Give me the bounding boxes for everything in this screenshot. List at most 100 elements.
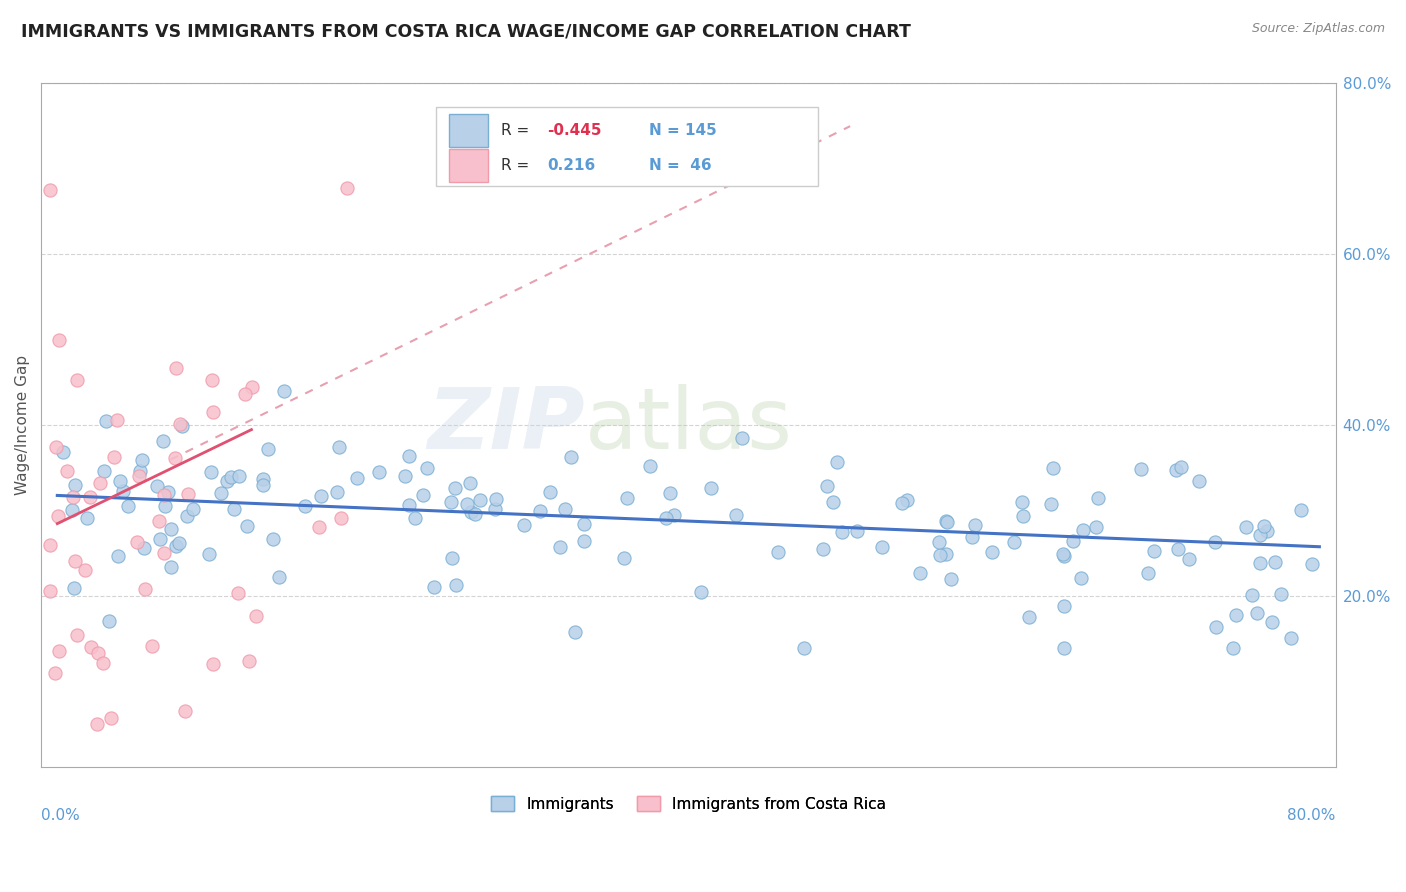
Point	[936, 516, 959, 530]
Point	[52, 445, 75, 459]
Point	[330, 511, 353, 525]
Point	[65, 554, 87, 568]
Point	[267, 570, 290, 584]
Point	[1164, 463, 1187, 477]
Point	[177, 486, 200, 500]
Point	[564, 624, 586, 639]
Point	[202, 405, 225, 419]
Point	[108, 474, 131, 488]
Text: 80.0%: 80.0%	[1286, 808, 1336, 823]
Point	[981, 545, 1004, 559]
Point	[1040, 497, 1063, 511]
Point	[226, 586, 249, 600]
Point	[155, 500, 177, 514]
Point	[103, 450, 125, 465]
Point	[572, 516, 595, 531]
Point	[398, 450, 420, 464]
Point	[159, 559, 181, 574]
Point	[89, 475, 111, 490]
Point	[200, 466, 222, 480]
Point	[141, 639, 163, 653]
Point	[228, 469, 250, 483]
Point	[328, 440, 350, 454]
Text: ZIP: ZIP	[427, 384, 585, 467]
Point	[105, 413, 128, 427]
Point	[94, 414, 117, 428]
Point	[1070, 570, 1092, 584]
Point	[1261, 615, 1284, 629]
Point	[1130, 462, 1153, 476]
Point	[572, 534, 595, 549]
Point	[45, 440, 67, 454]
Point	[538, 485, 561, 500]
Text: N =  46: N = 46	[650, 158, 711, 173]
Point	[659, 486, 682, 500]
Point	[217, 474, 239, 488]
Point	[440, 551, 463, 566]
Point	[153, 488, 176, 502]
Text: atlas: atlas	[585, 384, 793, 467]
Point	[1301, 557, 1323, 571]
Point	[201, 373, 224, 387]
Point	[165, 361, 187, 376]
Point	[1053, 640, 1076, 655]
Point	[240, 380, 263, 394]
Point	[56, 465, 79, 479]
Point	[62, 491, 84, 505]
Point	[39, 183, 62, 197]
Legend: Immigrants, Immigrants from Costa Rica: Immigrants, Immigrants from Costa Rica	[485, 789, 891, 818]
Point	[831, 524, 853, 539]
Point	[1291, 502, 1313, 516]
Point	[86, 717, 108, 731]
Point	[1281, 631, 1303, 645]
Text: 0.0%: 0.0%	[41, 808, 80, 823]
Point	[39, 584, 62, 599]
Text: R =: R =	[501, 158, 538, 173]
Point	[529, 504, 551, 518]
Point	[60, 502, 83, 516]
FancyBboxPatch shape	[449, 114, 488, 147]
Point	[79, 490, 101, 504]
Point	[129, 464, 152, 478]
Point	[245, 608, 267, 623]
Point	[157, 484, 180, 499]
Point	[960, 530, 983, 544]
Point	[1241, 588, 1264, 602]
Point	[1205, 620, 1227, 634]
Point	[336, 181, 359, 195]
FancyBboxPatch shape	[449, 149, 488, 182]
Point	[93, 464, 115, 478]
Point	[811, 541, 834, 556]
Point	[823, 494, 845, 508]
Point	[929, 549, 952, 563]
Point	[512, 518, 534, 533]
Point	[965, 518, 987, 533]
Point	[485, 491, 508, 506]
Point	[655, 510, 678, 524]
Y-axis label: Wage/Income Gap: Wage/Income Gap	[15, 355, 30, 495]
Point	[76, 510, 98, 524]
Point	[1087, 491, 1109, 506]
Point	[731, 431, 754, 445]
Point	[1270, 587, 1292, 601]
Point	[326, 484, 349, 499]
Point	[404, 510, 426, 524]
Point	[1018, 610, 1040, 624]
Point	[107, 549, 129, 564]
Point	[700, 481, 723, 495]
Point	[128, 469, 150, 483]
Point	[415, 461, 437, 475]
Point	[456, 497, 478, 511]
Point	[169, 535, 191, 549]
Point	[1011, 495, 1033, 509]
Point	[368, 465, 391, 479]
Point	[484, 502, 506, 516]
Point	[44, 666, 66, 681]
Text: -0.445: -0.445	[547, 123, 602, 138]
Point	[236, 518, 259, 533]
Point	[346, 471, 368, 485]
Point	[233, 387, 256, 401]
Point	[222, 502, 245, 516]
Point	[827, 455, 849, 469]
Point	[613, 550, 636, 565]
